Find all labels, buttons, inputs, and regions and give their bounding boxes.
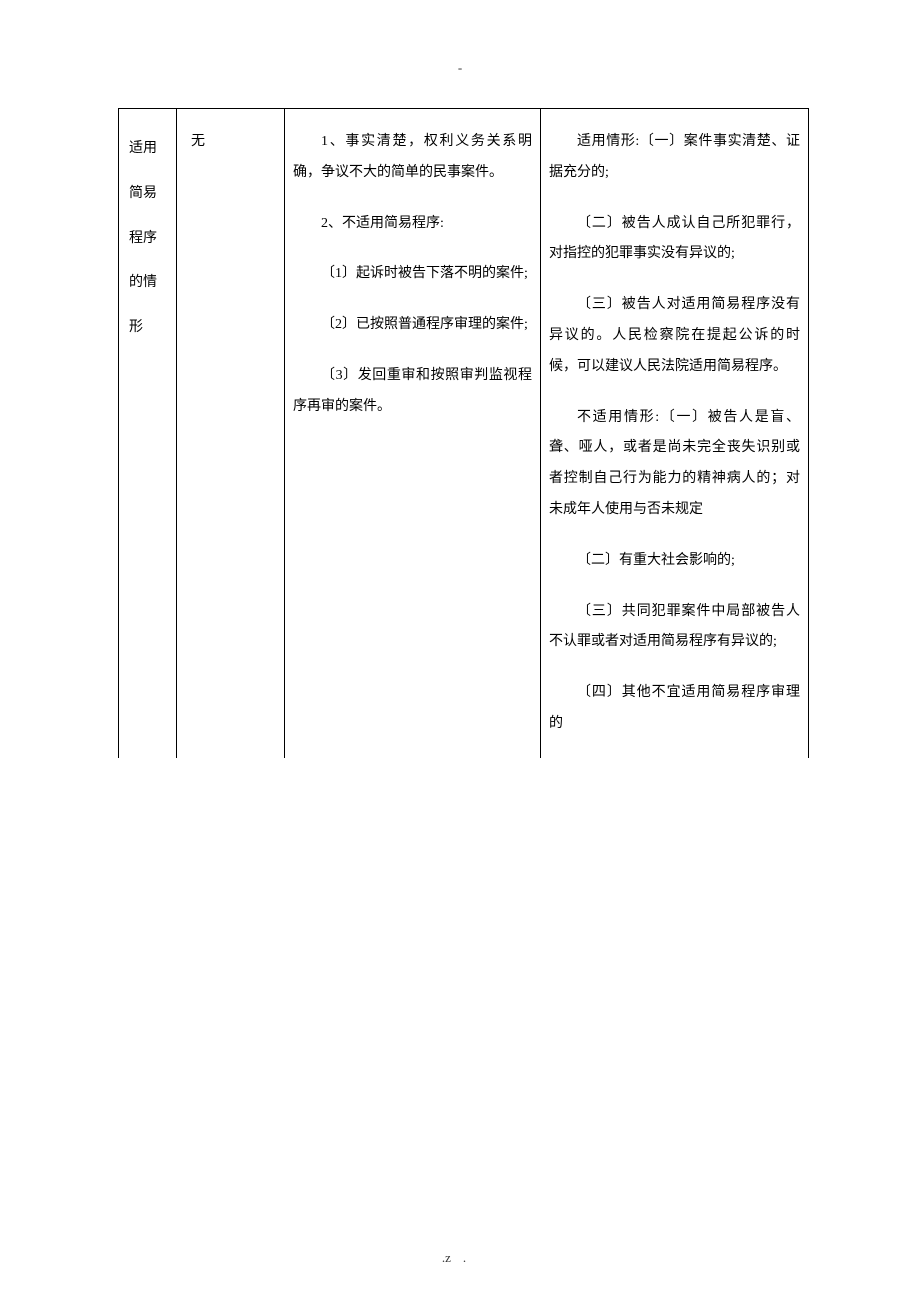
- category-text: 适用简易程序的情形: [119, 109, 176, 359]
- legal-table: 适用简易程序的情形 无 1、事实清楚，权利义务关系明确，争议不大的简单的民事案件…: [118, 108, 809, 758]
- civil-p3: 〔1〕起诉时被告下落不明的案件;: [293, 259, 532, 290]
- footer-mark: .z.: [442, 1250, 478, 1266]
- header-mark: -: [458, 60, 462, 76]
- criminal-p2: 〔二〕被告人成认自己所犯罪行，对指控的犯罪事实没有异议的;: [549, 209, 800, 271]
- cell-category: 适用简易程序的情形: [119, 109, 177, 758]
- civil-p1: 1、事实清楚，权利义务关系明确，争议不大的简单的民事案件。: [293, 127, 532, 189]
- table-row: 适用简易程序的情形 无 1、事实清楚，权利义务关系明确，争议不大的简单的民事案件…: [119, 109, 809, 758]
- cell-col2: 无: [177, 109, 285, 758]
- civil-content: 1、事实清楚，权利义务关系明确，争议不大的简单的民事案件。 2、不适用简易程序:…: [285, 109, 540, 441]
- criminal-p5: 〔二〕有重大社会影响的;: [549, 546, 800, 577]
- criminal-p6: 〔三〕共同犯罪案件中局部被告人不认罪或者对适用简易程序有异议的;: [549, 597, 800, 659]
- civil-p4: 〔2〕已按照普通程序审理的案件;: [293, 310, 532, 341]
- cell-civil: 1、事实清楚，权利义务关系明确，争议不大的简单的民事案件。 2、不适用简易程序:…: [285, 109, 541, 758]
- criminal-p7: 〔四〕其他不宜适用简易程序审理的: [549, 678, 800, 740]
- criminal-p3: 〔三〕被告人对适用简易程序没有异议的。人民检察院在提起公诉的时候，可以建议人民法…: [549, 290, 800, 382]
- criminal-content: 适用情形:〔一〕案件事实清楚、证据充分的; 〔二〕被告人成认自己所犯罪行，对指控…: [541, 109, 808, 758]
- col2-text: 无: [177, 109, 284, 166]
- cell-criminal: 适用情形:〔一〕案件事实清楚、证据充分的; 〔二〕被告人成认自己所犯罪行，对指控…: [541, 109, 809, 758]
- footer-right: z.: [445, 1250, 478, 1265]
- criminal-p4: 不适用情形:〔一〕被告人是盲、聋、哑人，或者是尚未完全丧失识别或者控制自己行为能…: [549, 403, 800, 526]
- civil-p2: 2、不适用简易程序:: [293, 209, 532, 240]
- table-container: 适用简易程序的情形 无 1、事实清楚，权利义务关系明确，争议不大的简单的民事案件…: [118, 108, 808, 758]
- civil-p5: 〔3〕发回重审和按照审判监视程序再审的案件。: [293, 361, 532, 423]
- criminal-p1: 适用情形:〔一〕案件事实清楚、证据充分的;: [549, 127, 800, 189]
